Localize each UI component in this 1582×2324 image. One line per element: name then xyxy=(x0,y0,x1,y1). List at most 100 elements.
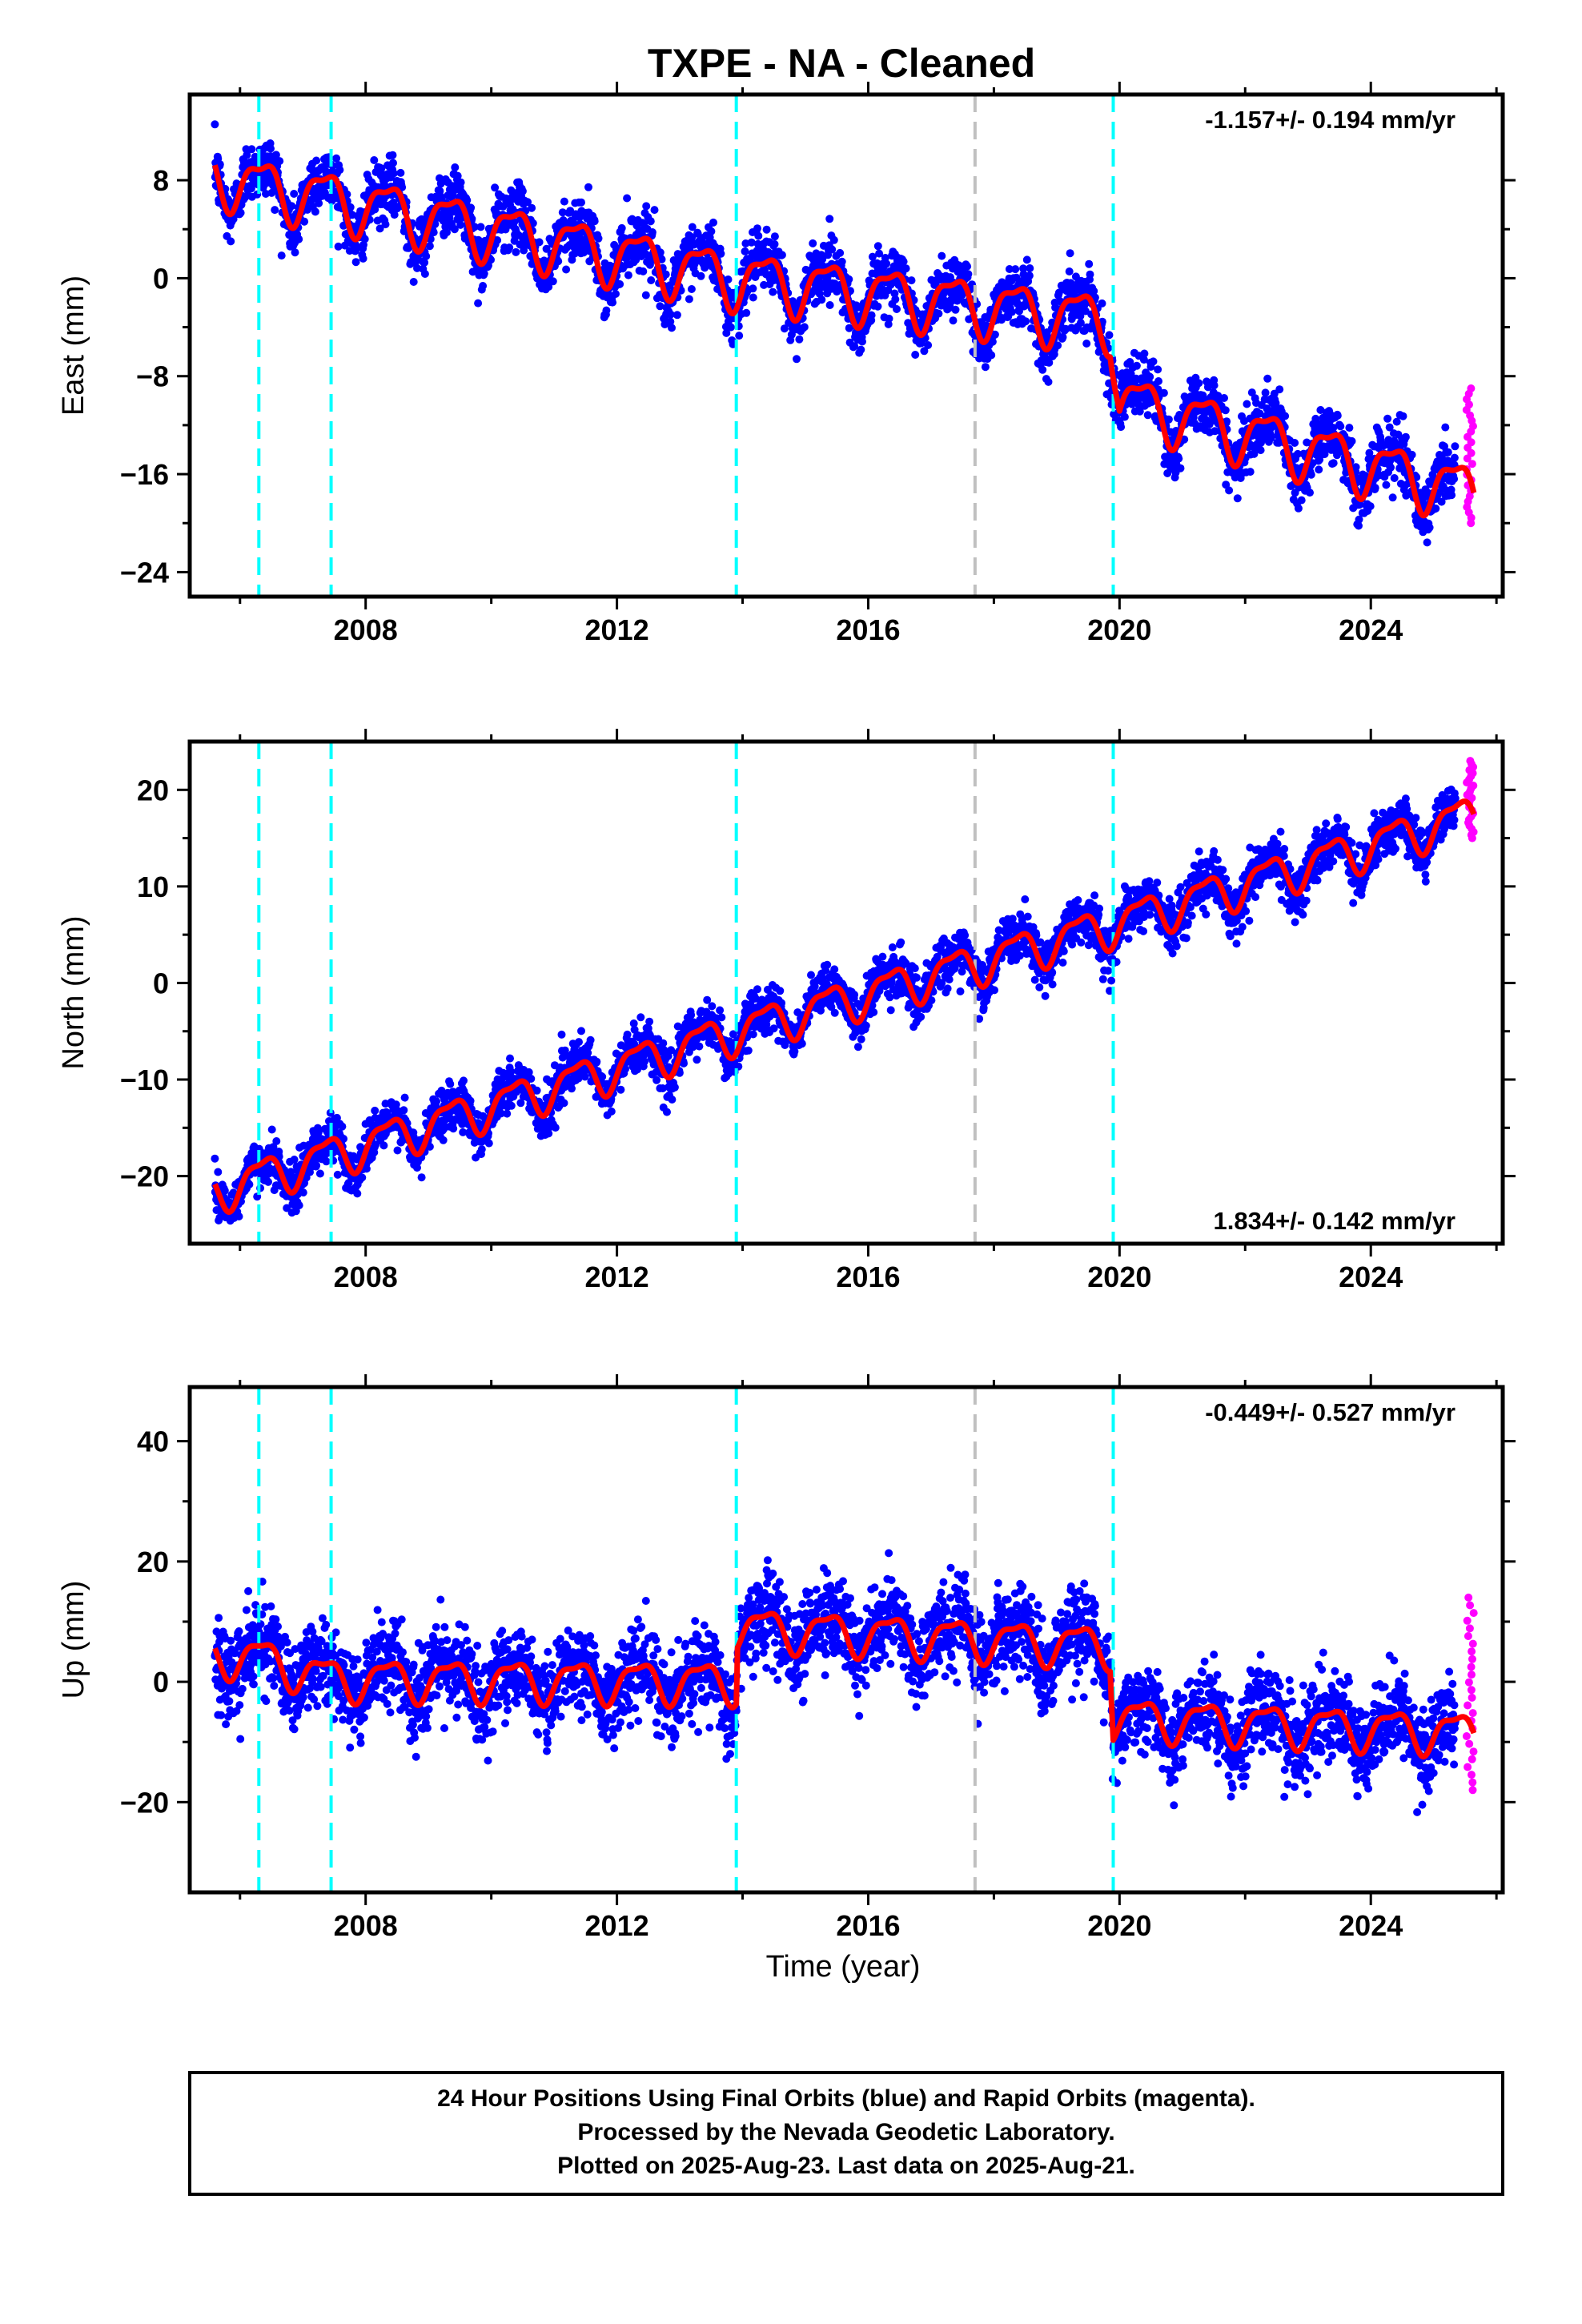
final-orbit-point xyxy=(312,1161,321,1170)
x-tick-label: 2012 xyxy=(585,613,649,646)
final-orbit-point xyxy=(1005,265,1014,273)
final-orbit-point xyxy=(707,227,716,235)
final-orbit-point xyxy=(1210,381,1219,390)
final-orbit-points xyxy=(211,785,1460,1225)
final-orbit-point xyxy=(749,293,757,302)
x-tick-label: 2020 xyxy=(1087,613,1151,646)
final-orbit-point xyxy=(333,1170,342,1179)
final-orbit-point xyxy=(267,188,276,197)
final-orbit-point xyxy=(769,287,777,296)
final-orbit-point xyxy=(648,228,656,236)
final-orbit-point xyxy=(825,301,834,309)
final-orbit-point xyxy=(1065,267,1074,275)
final-orbit-point xyxy=(1117,423,1126,432)
final-orbit-point xyxy=(544,283,553,292)
final-orbit-point xyxy=(429,228,438,237)
final-orbit-point xyxy=(1085,259,1094,268)
final-orbit-point xyxy=(1371,484,1379,493)
final-orbit-point xyxy=(562,265,571,274)
final-orbit-point xyxy=(463,196,472,204)
final-orbit-point xyxy=(829,235,838,244)
final-orbit-point xyxy=(873,302,882,311)
final-orbit-point xyxy=(554,257,563,266)
final-orbit-point xyxy=(477,1145,486,1154)
final-orbit-point xyxy=(1076,319,1085,328)
final-orbit-point xyxy=(623,194,632,203)
final-orbit-point xyxy=(990,330,999,339)
final-orbit-point xyxy=(432,1097,441,1106)
final-orbit-point xyxy=(1450,453,1459,462)
final-orbit-point xyxy=(987,351,996,360)
final-orbit-point xyxy=(247,145,256,154)
final-orbit-point xyxy=(1044,377,1053,386)
final-orbit-point xyxy=(446,1080,455,1088)
final-orbit-point xyxy=(1261,388,1270,397)
final-orbit-point xyxy=(335,166,344,175)
final-orbit-point xyxy=(558,208,567,217)
final-orbit-point xyxy=(1066,279,1075,287)
final-orbit-point xyxy=(647,276,656,284)
final-orbit-point xyxy=(507,1101,516,1110)
final-orbit-point xyxy=(420,270,429,278)
final-orbit-point xyxy=(645,1017,654,1026)
final-orbit-point xyxy=(450,225,459,234)
final-orbit-point xyxy=(724,275,733,283)
final-orbit-point xyxy=(1307,470,1315,479)
final-orbit-point xyxy=(1139,356,1148,364)
x-tick-label: 2024 xyxy=(1339,613,1403,646)
final-orbit-point xyxy=(1336,422,1345,431)
final-orbit-point xyxy=(1146,372,1154,381)
final-orbit-point xyxy=(938,251,946,260)
final-orbit-point xyxy=(742,308,751,317)
final-orbit-point xyxy=(1154,365,1162,374)
final-orbit-point xyxy=(379,1141,388,1150)
x-tick-label: 2008 xyxy=(334,613,398,646)
final-orbit-point xyxy=(867,311,876,320)
final-orbit-point xyxy=(507,1068,516,1076)
final-orbit-point xyxy=(389,169,398,178)
final-orbit-point xyxy=(315,199,323,207)
final-orbit-point xyxy=(575,1038,583,1047)
final-orbit-point xyxy=(413,263,421,272)
final-orbit-point xyxy=(988,337,997,346)
final-orbit-point xyxy=(1154,377,1162,385)
final-orbit-point xyxy=(577,198,585,207)
velocity-annotation: -1.157+/- 0.194 mm/yr xyxy=(1205,106,1456,134)
rapid-orbit-point xyxy=(1467,384,1476,392)
final-orbit-point xyxy=(506,1054,514,1063)
final-orbit-point xyxy=(528,219,537,227)
final-orbit-point xyxy=(371,1106,379,1115)
final-orbit-point xyxy=(1401,432,1410,441)
final-orbit-point xyxy=(845,275,853,283)
final-orbit-point xyxy=(299,1188,307,1197)
final-orbit-point xyxy=(290,1156,299,1164)
final-orbit-point xyxy=(795,335,804,344)
final-orbit-point xyxy=(334,242,343,251)
final-orbit-point xyxy=(890,289,899,298)
final-orbit-point xyxy=(616,1085,625,1094)
final-orbit-point xyxy=(1441,423,1450,432)
final-orbit-point xyxy=(375,224,384,233)
final-orbit-point xyxy=(1246,468,1255,476)
final-orbit-point xyxy=(520,246,528,255)
final-orbit-point xyxy=(1025,271,1034,280)
final-orbit-point xyxy=(243,151,251,159)
final-orbit-point xyxy=(586,1035,595,1044)
final-orbit-point xyxy=(857,345,865,354)
final-orbit-point xyxy=(617,223,626,232)
final-orbit-point xyxy=(754,231,763,240)
final-orbit-points xyxy=(211,120,1460,547)
final-orbit-point xyxy=(439,1136,448,1144)
final-orbit-point xyxy=(1038,365,1047,374)
final-orbit-point xyxy=(963,262,972,271)
x-axis xyxy=(239,82,1498,609)
x-tick-label: 2016 xyxy=(836,613,900,646)
final-orbit-point xyxy=(400,1106,408,1115)
final-orbit-point xyxy=(1120,412,1129,421)
final-orbit-point xyxy=(409,278,418,286)
final-orbit-point xyxy=(451,163,460,171)
final-orbit-point xyxy=(474,235,483,244)
final-orbit-point xyxy=(229,215,238,223)
final-orbit-point xyxy=(528,203,536,212)
final-orbit-point xyxy=(873,242,882,251)
